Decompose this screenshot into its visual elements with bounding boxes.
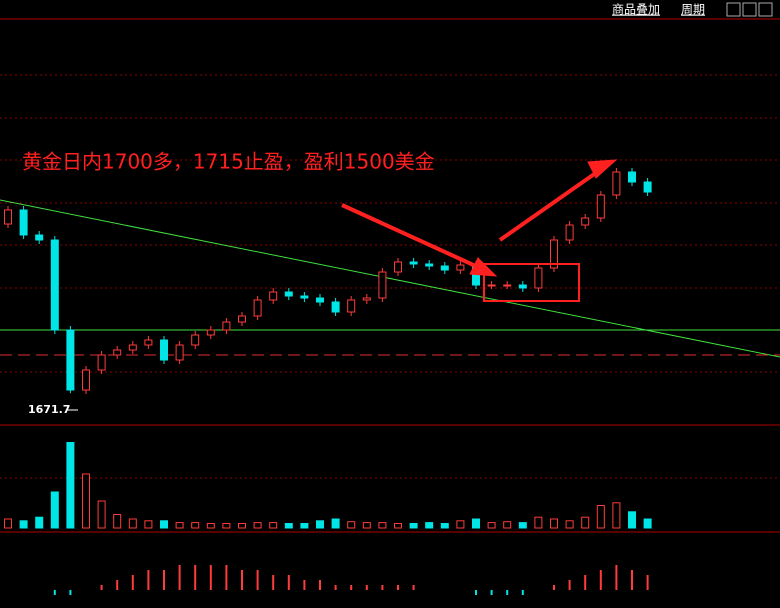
volume-bar [316, 520, 324, 529]
candle-body [222, 321, 231, 331]
grid [0, 74, 780, 479]
nav-button[interactable] [758, 2, 773, 17]
candle-body [50, 239, 59, 331]
candle-body [191, 334, 200, 346]
volume-bar [456, 520, 465, 529]
candle-body [97, 354, 106, 371]
candle-body [487, 284, 496, 287]
candle-body [300, 295, 309, 299]
volume-bar [300, 523, 309, 529]
candle-body [362, 297, 371, 301]
candle-body [628, 171, 636, 183]
candle-body [596, 194, 605, 219]
volume-bar [144, 520, 153, 529]
volume-bar [643, 518, 652, 529]
volume-bar [175, 522, 184, 529]
volume-bar [394, 523, 402, 529]
volume-bar [362, 522, 371, 529]
volume-bar [4, 518, 12, 529]
candle-body [565, 224, 574, 241]
candle-body [144, 339, 153, 346]
volume-bar [550, 518, 558, 529]
low-label: 1671.7 [28, 403, 70, 416]
candle-body [347, 299, 356, 313]
candle-body [394, 261, 402, 273]
volume-bar [113, 514, 122, 529]
volume-bar [628, 511, 636, 529]
volume-bar [596, 505, 605, 529]
candle-body [643, 181, 652, 193]
volume-bar [238, 523, 246, 529]
volume-bar [487, 522, 496, 529]
volume-bar [269, 522, 278, 529]
candle-body [581, 217, 590, 226]
volume-bar [612, 502, 621, 529]
candle-body [534, 267, 543, 289]
candle-body [269, 291, 278, 301]
volume-bar [425, 522, 434, 529]
candle-body [503, 284, 512, 287]
candle-body [518, 284, 527, 289]
candle-body [612, 171, 621, 196]
nav-button[interactable] [726, 2, 741, 17]
candle-body [284, 291, 293, 297]
volume-bar [82, 473, 90, 529]
arrows [341, 159, 618, 277]
volume-bar [50, 491, 59, 529]
candle-body [238, 315, 246, 323]
candle-body [66, 329, 75, 391]
volume-bar [440, 523, 449, 529]
volume-bar [19, 520, 28, 529]
volume-bar [253, 522, 262, 529]
volume-bar [331, 518, 340, 529]
candle-body [4, 209, 12, 225]
candle-body [175, 344, 184, 361]
candle-body [425, 263, 434, 267]
candle-body [19, 209, 28, 236]
candle-body [253, 299, 262, 317]
volume-bar [35, 516, 44, 529]
volume-bar [284, 523, 293, 529]
volume-bar [206, 523, 215, 529]
candle-body [440, 265, 449, 271]
candle-body [128, 344, 137, 351]
volume-bar [66, 442, 75, 529]
candle-body [550, 239, 558, 269]
candle-body [206, 329, 215, 336]
volume-bar [534, 516, 543, 529]
volume-bar [581, 516, 590, 529]
annotation: 黄金日内1700多，1715止盈，盈利1500美金 [22, 150, 435, 174]
volume-bar [347, 521, 356, 529]
plot [4, 168, 652, 595]
volume-bar [503, 521, 512, 529]
volume-bar [128, 518, 137, 529]
volume-bar [378, 522, 387, 529]
volume-bar [472, 518, 480, 529]
period-button[interactable]: 周期 [681, 3, 705, 17]
nav-button[interactable] [742, 2, 757, 17]
candle-body [331, 301, 340, 313]
volume-bar [222, 523, 231, 529]
trend-line [0, 199, 780, 358]
volume-bar [191, 522, 200, 529]
candle-body [316, 297, 324, 303]
candle-body [160, 339, 168, 361]
candle-body [35, 234, 44, 241]
volume-bar [565, 520, 574, 529]
overlay-button[interactable]: 商品叠加 [612, 2, 660, 17]
candle-body [113, 349, 122, 356]
candle-body [409, 261, 418, 265]
volume-bar [409, 523, 418, 529]
candle-body [378, 271, 387, 299]
highlight-box [483, 263, 580, 302]
volume-bar [160, 520, 168, 529]
candle-body [456, 264, 465, 271]
volume-bar [97, 500, 106, 529]
volume-bar [518, 522, 527, 529]
candle-body [82, 369, 90, 391]
